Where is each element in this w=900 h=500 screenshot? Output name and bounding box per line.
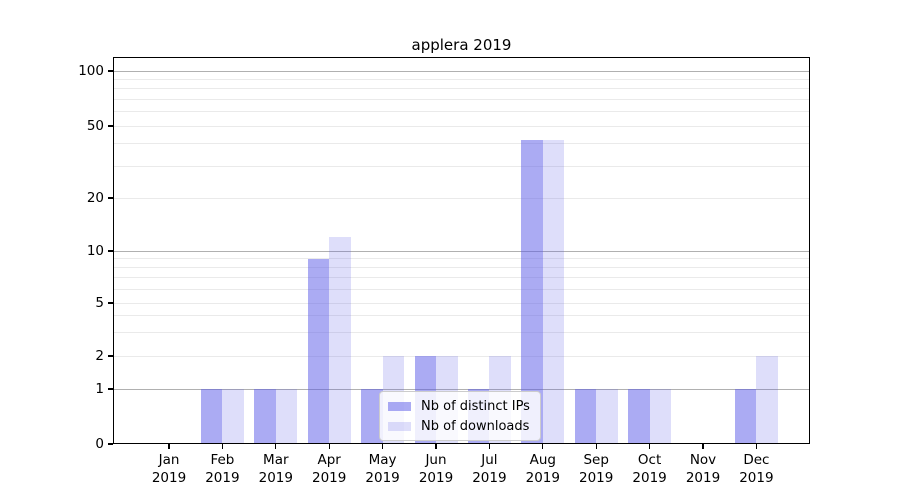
bar-distinct-ips <box>628 389 650 444</box>
bar-downloads <box>542 139 565 444</box>
bar-downloads <box>756 356 778 444</box>
y-tick-mark <box>107 302 113 304</box>
bar-distinct-ips <box>307 258 330 444</box>
bar-distinct-ips <box>734 389 757 444</box>
x-tick-mark <box>381 444 384 449</box>
minor-gridline <box>113 125 810 127</box>
plot-area <box>113 57 810 444</box>
y-tick-label: 2 <box>95 348 104 364</box>
minor-gridline <box>113 302 810 304</box>
x-tick-label: Dec 2019 <box>739 452 774 486</box>
minor-gridline <box>113 88 810 90</box>
minor-gridline <box>113 111 810 113</box>
bar-distinct-ips <box>200 389 223 444</box>
legend-item: Nb of distinct IPs <box>388 397 530 415</box>
y-tick-mark <box>107 388 113 390</box>
minor-gridline <box>113 267 810 269</box>
y-tick-mark <box>107 197 113 199</box>
major-gridline <box>113 250 810 252</box>
x-tick-mark <box>275 444 277 449</box>
minor-gridline <box>113 143 810 145</box>
bar-downloads <box>275 389 298 444</box>
x-tick-mark <box>221 444 224 449</box>
x-tick-label: Sep 2019 <box>579 452 614 486</box>
legend-swatch <box>388 401 411 411</box>
bar-downloads <box>329 237 351 444</box>
x-tick-label: Oct 2019 <box>632 452 667 486</box>
legend: Nb of distinct IPs Nb of downloads <box>379 391 541 441</box>
y-tick-label: 100 <box>78 63 104 79</box>
minor-gridline <box>113 277 810 279</box>
y-tick-label: 20 <box>86 190 104 206</box>
x-tick-mark <box>648 444 651 449</box>
y-tick-mark <box>107 70 113 72</box>
bar-distinct-ips <box>521 139 543 444</box>
bar-downloads <box>649 389 672 444</box>
minor-gridline <box>113 332 810 334</box>
minor-gridline <box>113 98 810 100</box>
x-tick-mark <box>542 444 544 449</box>
x-tick-label: Apr 2019 <box>312 452 347 486</box>
bar-distinct-ips <box>361 389 383 444</box>
y-tick-label: 1 <box>95 381 104 397</box>
x-tick-label: Nov 2019 <box>685 452 721 486</box>
minor-gridline <box>113 165 810 167</box>
legend-label: Nb of distinct IPs <box>421 398 530 414</box>
minor-gridline <box>113 355 810 357</box>
x-tick-mark <box>595 444 597 449</box>
x-tick-label: Aug 2019 <box>525 452 560 486</box>
major-gridline <box>113 70 810 72</box>
x-tick-label: Jun 2019 <box>418 452 454 486</box>
x-tick-mark <box>488 444 491 449</box>
bar-downloads <box>596 389 618 444</box>
legend-swatch <box>388 421 411 431</box>
legend-item: Nb of downloads <box>388 417 530 435</box>
x-tick-mark <box>435 444 437 449</box>
x-tick-label: Jul 2019 <box>472 452 507 486</box>
bar-distinct-ips <box>574 389 597 444</box>
x-tick-mark <box>328 444 330 449</box>
y-tick-mark <box>107 125 113 127</box>
minor-gridline <box>113 78 810 80</box>
legend-label: Nb of downloads <box>421 418 530 434</box>
minor-gridline <box>113 258 810 260</box>
x-tick-mark <box>702 444 704 449</box>
x-tick-mark <box>755 444 758 449</box>
y-tick-label: 5 <box>95 295 104 311</box>
x-tick-label: Mar 2019 <box>258 452 293 486</box>
chart-title: applera 2019 <box>411 36 512 54</box>
y-tick-mark <box>107 355 113 357</box>
bar-downloads <box>222 389 244 444</box>
x-tick-mark <box>168 444 170 449</box>
x-tick-label: Feb 2019 <box>205 452 240 486</box>
y-tick-label: 0 <box>95 436 104 452</box>
major-gridline <box>113 388 810 390</box>
y-tick-mark <box>107 443 113 445</box>
minor-gridline <box>113 197 810 199</box>
x-tick-label: Jan 2019 <box>151 452 187 486</box>
bar-distinct-ips <box>254 389 276 444</box>
y-tick-mark <box>107 250 113 252</box>
x-tick-label: May 2019 <box>365 452 400 486</box>
y-tick-label: 10 <box>86 243 104 259</box>
minor-gridline <box>113 315 810 317</box>
minor-gridline <box>113 288 810 290</box>
y-tick-label: 50 <box>86 118 104 134</box>
